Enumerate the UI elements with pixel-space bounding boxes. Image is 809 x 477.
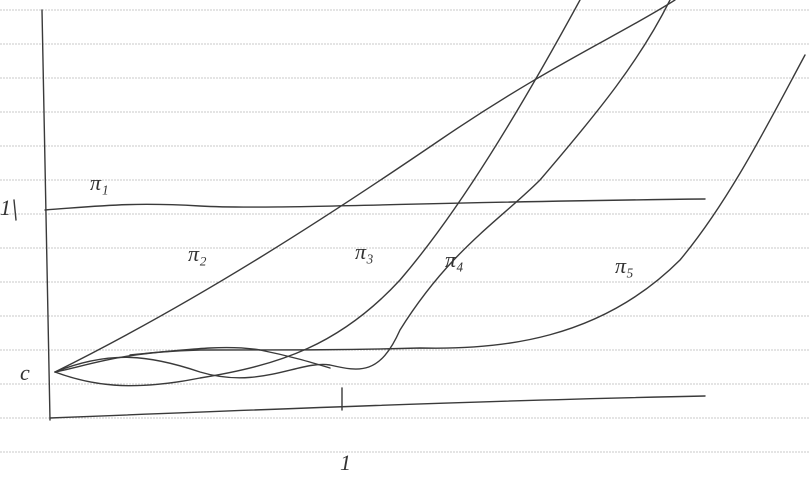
x-axis xyxy=(50,396,705,418)
curve-label: π₅ xyxy=(615,253,634,278)
curve-label: π₄ xyxy=(445,247,464,272)
curve-pi3 xyxy=(55,0,580,386)
y-tick xyxy=(14,200,16,220)
curve-label: π₁ xyxy=(90,170,109,195)
y-axis xyxy=(42,10,50,420)
y-tick-label: 1 xyxy=(0,195,11,220)
curve-label: π₃ xyxy=(355,239,374,264)
curve-label: π₂ xyxy=(188,241,207,266)
sketch: c 1 1 π₁ π₂ π₃ π₄ π₅ xyxy=(0,0,809,477)
origin-label: c xyxy=(20,360,30,385)
x-tick-label: 1 xyxy=(340,450,351,475)
curves xyxy=(45,0,805,386)
curve-pi4 xyxy=(55,0,670,378)
curve-pi1 xyxy=(45,199,705,210)
